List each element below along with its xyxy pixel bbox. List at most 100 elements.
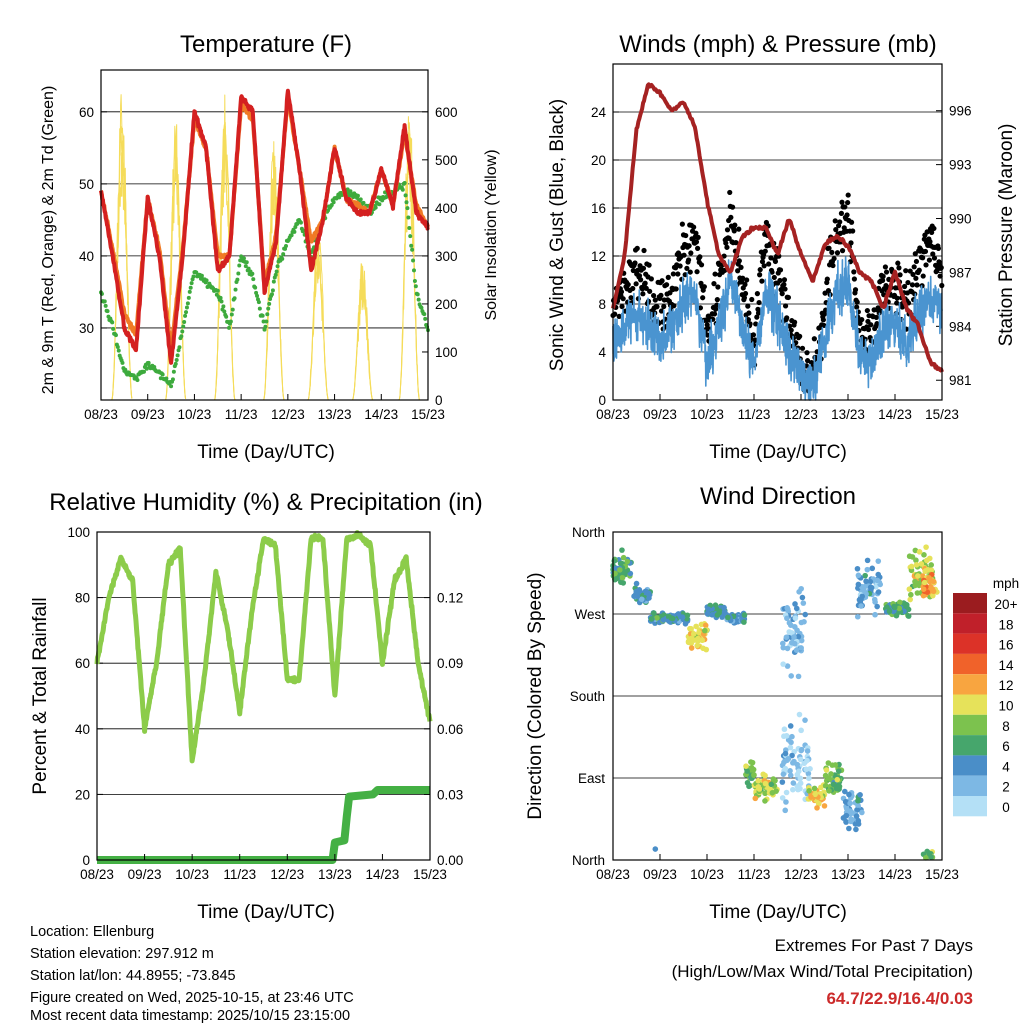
gust-point bbox=[839, 248, 846, 254]
direction-point bbox=[808, 794, 814, 800]
direction-point bbox=[798, 585, 804, 592]
direction-point bbox=[930, 588, 937, 595]
gust-point bbox=[842, 204, 848, 210]
dewpoint-point bbox=[295, 221, 300, 226]
direction-point bbox=[770, 776, 777, 782]
direction-point bbox=[818, 784, 824, 791]
dewpoint-point bbox=[177, 345, 182, 350]
gust-point bbox=[833, 227, 839, 233]
dewpoint-point bbox=[419, 305, 424, 310]
dewpoint-point bbox=[194, 270, 199, 275]
direction-point bbox=[773, 788, 779, 794]
sonic-wind-line bbox=[612, 256, 943, 401]
direction-point bbox=[795, 673, 802, 680]
legend-label: 6 bbox=[1002, 739, 1010, 754]
solar-insolation-line bbox=[263, 155, 285, 401]
dewpoint-point bbox=[415, 292, 420, 297]
gust-point bbox=[804, 350, 810, 356]
gust-point bbox=[931, 225, 937, 232]
direction-point bbox=[701, 627, 708, 634]
gust-point bbox=[935, 245, 942, 252]
gust-point bbox=[865, 326, 872, 333]
direction-point bbox=[783, 799, 789, 805]
direction-point bbox=[781, 759, 787, 766]
x-tick-label: 12/23 bbox=[271, 407, 305, 422]
gust-point bbox=[848, 219, 855, 225]
dewpoint-point bbox=[409, 243, 414, 248]
gust-point bbox=[694, 269, 700, 275]
direction-point bbox=[696, 629, 702, 636]
direction-point bbox=[756, 786, 763, 792]
direction-point bbox=[798, 746, 805, 753]
gust-point bbox=[927, 239, 933, 245]
humidity-ylabel: Percent & Total Rainfall bbox=[30, 597, 51, 794]
direction-point bbox=[646, 595, 652, 601]
direction-point bbox=[867, 584, 874, 591]
gust-point bbox=[685, 257, 692, 263]
direction-point bbox=[908, 563, 915, 570]
direction-point bbox=[791, 758, 797, 765]
direction-point bbox=[618, 560, 625, 567]
direction-point bbox=[786, 620, 793, 626]
gust-point bbox=[628, 295, 634, 301]
dewpoint-point bbox=[255, 293, 260, 298]
y-tick-label: 20 bbox=[75, 787, 90, 802]
legend-label: 8 bbox=[1002, 719, 1010, 734]
gust-point bbox=[825, 288, 832, 294]
gust-point bbox=[877, 308, 883, 314]
gust-point bbox=[826, 245, 832, 251]
gust-point bbox=[832, 218, 838, 224]
dewpoint-point bbox=[250, 271, 255, 276]
direction-point bbox=[762, 780, 769, 787]
x-tick-label: 11/23 bbox=[223, 867, 256, 882]
legend-swatch bbox=[953, 593, 987, 614]
dewpoint-point bbox=[144, 366, 149, 371]
direction-point bbox=[846, 791, 852, 798]
dewpoint-point bbox=[244, 260, 249, 265]
legend-swatch bbox=[953, 694, 987, 715]
y-tick-label: 50 bbox=[79, 177, 94, 192]
dewpoint-point bbox=[186, 295, 191, 300]
gust-point bbox=[616, 313, 622, 319]
dewpoint-point bbox=[241, 256, 246, 261]
dewpoint-point bbox=[260, 313, 265, 318]
direction-point bbox=[821, 803, 828, 809]
direction-point bbox=[725, 614, 731, 621]
y-right-tick-label: 987 bbox=[949, 265, 972, 280]
dewpoint-point bbox=[355, 193, 360, 198]
gust-point bbox=[922, 248, 929, 255]
dewpoint-point bbox=[257, 306, 262, 311]
gust-point bbox=[738, 264, 744, 270]
direction-point bbox=[855, 572, 862, 579]
y-tick-label: 16 bbox=[591, 201, 606, 216]
gust-point bbox=[782, 303, 789, 309]
direction-point bbox=[804, 748, 811, 754]
winds-title: Winds (mph) & Pressure (mb) bbox=[619, 31, 936, 58]
gust-point bbox=[697, 254, 703, 260]
direction-point bbox=[842, 788, 848, 795]
direction-point bbox=[687, 625, 693, 632]
gust-point bbox=[754, 291, 760, 297]
x-tick-label: 08/23 bbox=[84, 407, 118, 422]
gust-point bbox=[837, 219, 843, 225]
y-tick-label: 20 bbox=[591, 153, 606, 168]
gust-point bbox=[643, 285, 649, 291]
gust-point bbox=[726, 235, 732, 242]
gust-point bbox=[695, 234, 701, 240]
direction-point bbox=[891, 604, 898, 611]
gust-point bbox=[658, 292, 664, 298]
direction-point bbox=[709, 611, 715, 618]
direction-point bbox=[633, 580, 640, 587]
gust-point bbox=[712, 271, 718, 277]
direction-point bbox=[787, 723, 794, 729]
direction-point bbox=[803, 766, 810, 773]
gust-point bbox=[733, 240, 739, 246]
direction-point bbox=[611, 558, 618, 564]
direction-point bbox=[779, 779, 786, 785]
temperature-xlabel: Time (Day/UTC) bbox=[197, 442, 335, 463]
dewpoint-point bbox=[261, 319, 266, 324]
legend-swatch bbox=[953, 775, 987, 796]
y-right-tick-label: 500 bbox=[435, 153, 458, 168]
dewpoint-point bbox=[222, 309, 227, 314]
dewpoint-point bbox=[191, 274, 196, 279]
